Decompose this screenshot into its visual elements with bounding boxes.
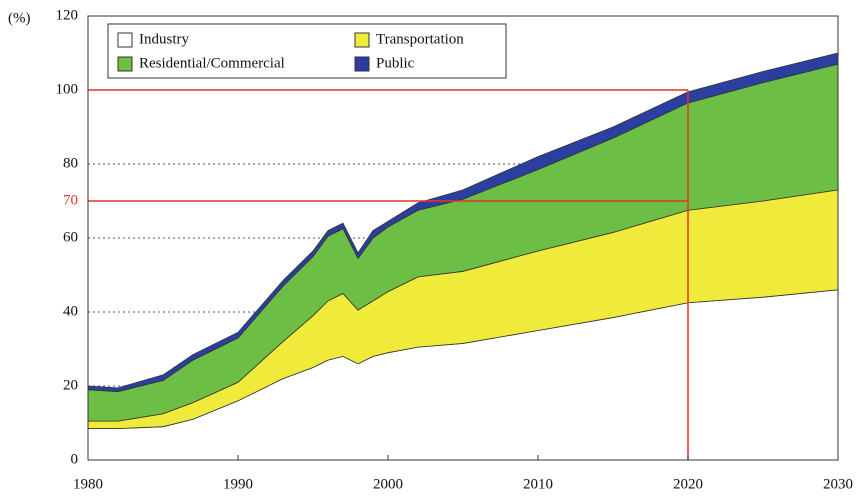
plot-frame xyxy=(87,15,839,461)
y-tick-label: 120 xyxy=(56,7,79,23)
y-tick-label: 40 xyxy=(63,303,78,319)
y-tick-label: 80 xyxy=(63,155,78,171)
legend-label: Residential/Commercial xyxy=(139,55,285,71)
legend-box xyxy=(107,23,507,79)
y-tick-label: 0 xyxy=(71,451,79,467)
legend-label: Public xyxy=(376,55,415,71)
legend-swatch xyxy=(354,32,370,48)
y-tick-label: 70 xyxy=(63,192,78,208)
legend-swatch xyxy=(117,56,133,72)
legend-label: Industry xyxy=(139,31,189,47)
y-tick-label: 100 xyxy=(56,81,79,97)
y-tick-label: 60 xyxy=(63,229,78,245)
legend-swatch xyxy=(354,56,370,72)
y-tick-label: 20 xyxy=(63,377,78,393)
x-tick-label: 2010 xyxy=(523,476,553,492)
x-tick-label: 2030 xyxy=(823,476,853,492)
x-tick-label: 1990 xyxy=(223,476,253,492)
y-unit: (%) xyxy=(8,10,31,26)
x-tick-label: 2000 xyxy=(373,476,403,492)
legend-swatch xyxy=(117,32,133,48)
x-tick-label: 2020 xyxy=(673,476,703,492)
legend-label: Transportation xyxy=(376,31,464,47)
x-tick-label: 1980 xyxy=(73,476,103,492)
